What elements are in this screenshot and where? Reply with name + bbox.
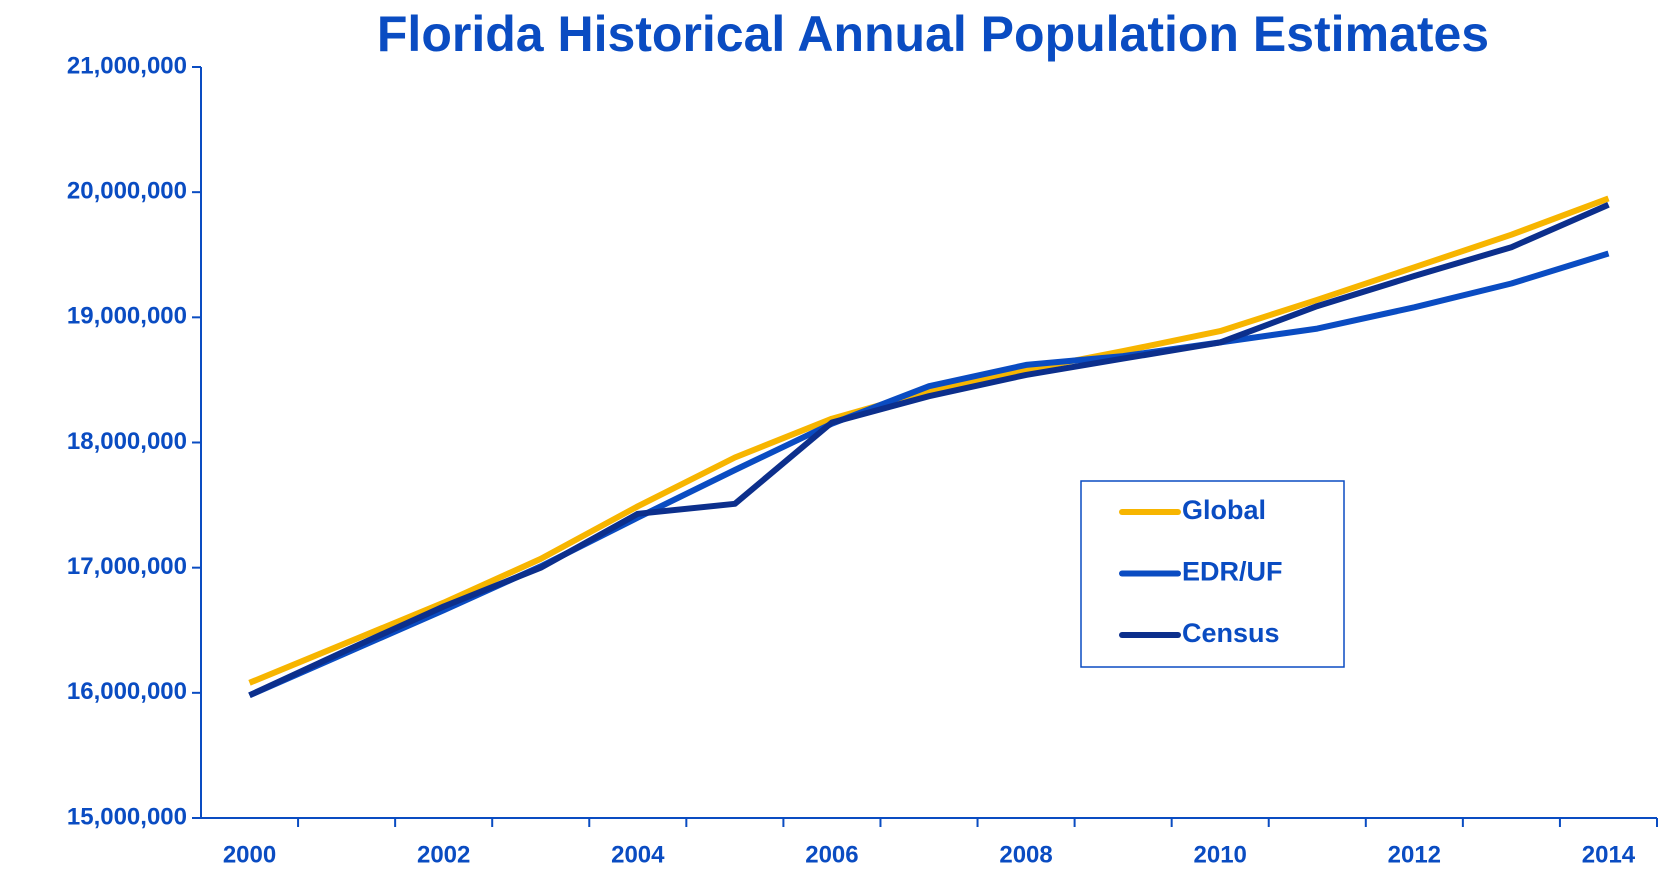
- series-line: [248, 195, 1610, 686]
- y-tick-label: 16,000,000: [67, 678, 187, 705]
- series-line: [248, 250, 1610, 699]
- x-tick-label: 2010: [1194, 841, 1247, 868]
- y-tick-label: 21,000,000: [67, 52, 187, 79]
- series-line: [248, 201, 1610, 699]
- legend-label: Global: [1182, 495, 1266, 525]
- y-tick-label: 20,000,000: [67, 178, 187, 205]
- x-tick-label: 2006: [805, 841, 858, 868]
- chart-title: Florida Historical Annual Population Est…: [377, 6, 1489, 62]
- legend-label: Census: [1182, 618, 1280, 648]
- legend-label: EDR/UF: [1182, 557, 1283, 587]
- x-tick-label: 2012: [1388, 841, 1441, 868]
- y-tick-label: 19,000,000: [67, 303, 187, 330]
- x-tick-label: 2014: [1582, 841, 1636, 868]
- x-tick-label: 2002: [417, 841, 470, 868]
- y-tick-label: 17,000,000: [67, 553, 187, 580]
- y-tick-label: 15,000,000: [67, 803, 187, 830]
- x-tick-label: 2004: [611, 841, 665, 868]
- y-tick-label: 18,000,000: [67, 428, 187, 455]
- x-tick-label: 2000: [223, 841, 276, 868]
- x-tick-label: 2008: [999, 841, 1052, 868]
